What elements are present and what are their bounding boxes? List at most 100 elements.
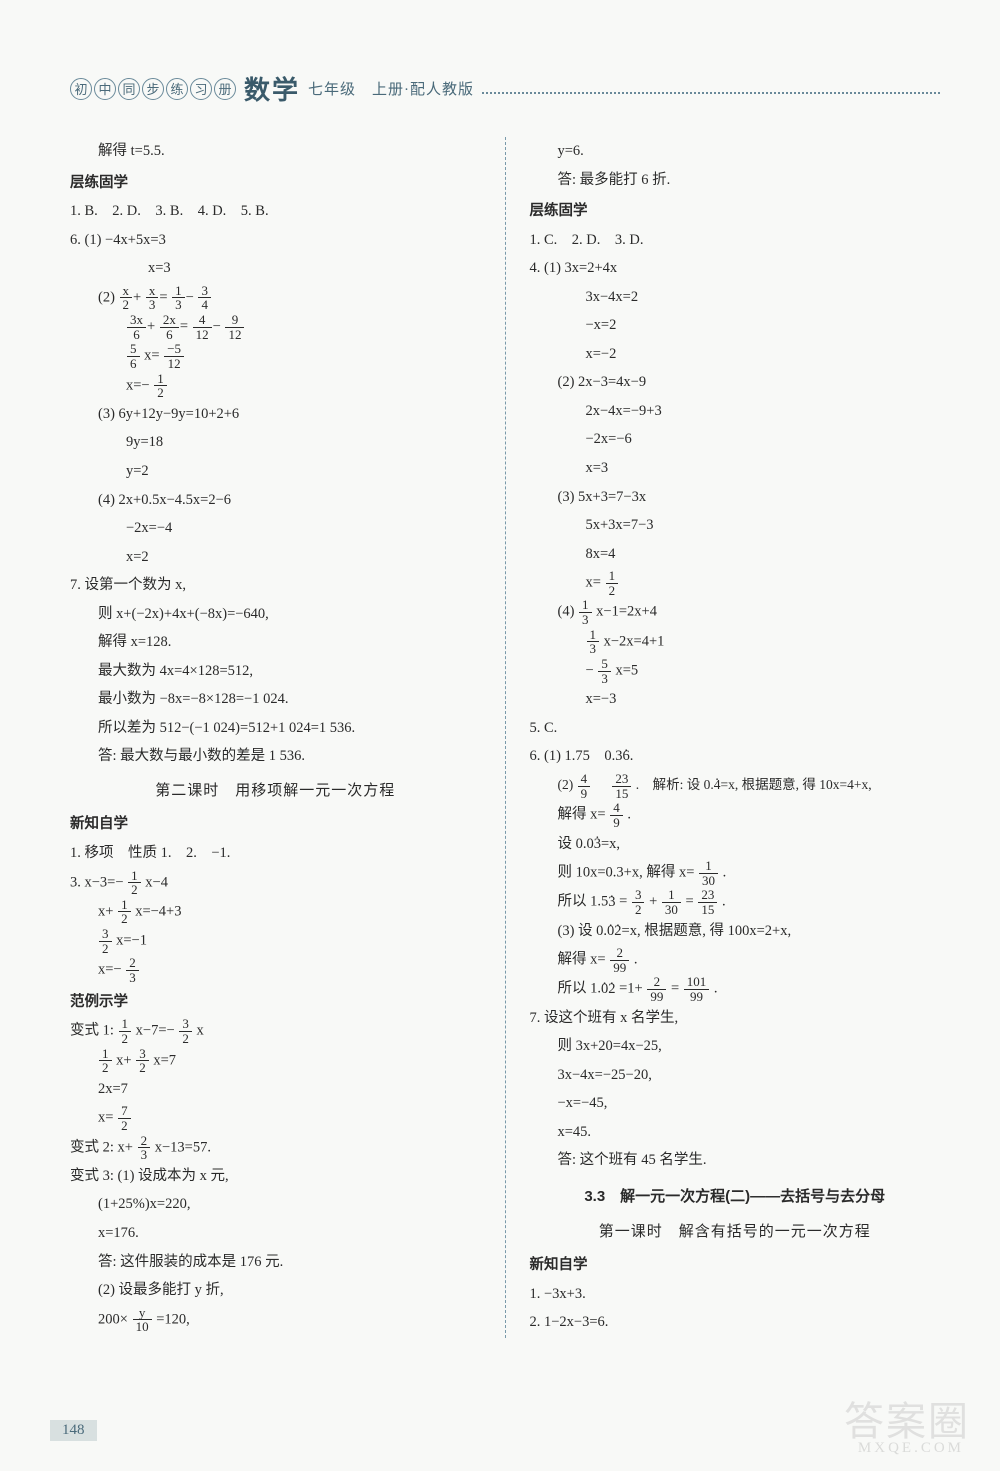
repeating-digit: 3: [594, 836, 601, 852]
text-line: 7. 设第一个数为 x,: [70, 572, 481, 600]
watermark-url: MXQE.COM: [858, 1440, 964, 1457]
text-line: 所以差为 512−(−1 024)=512+1 024=1 536.: [70, 715, 481, 743]
t: 解得 x=: [558, 807, 606, 823]
text-line: 6. (1) 1.75 0.36.: [530, 743, 941, 771]
t: x=: [586, 575, 601, 591]
text-line: 答: 最大数与最小数的差是 1 536.: [70, 743, 481, 771]
text-line: (3) 5x+3=7−3x: [530, 484, 941, 512]
section-heading: 范例示学: [70, 989, 481, 1017]
t: (3) 设 0.: [558, 923, 608, 939]
t: 变式 2: x+: [70, 1139, 133, 1155]
section-heading: 层练固学: [70, 170, 481, 198]
t: (2): [98, 289, 119, 305]
fraction: 12: [128, 869, 141, 897]
text-line: 所以 1.53 = 32 + 130 = 2315 .: [530, 888, 941, 916]
section-heading: 新知自学: [70, 811, 481, 839]
fraction: 12: [119, 1017, 132, 1045]
fraction: 130: [662, 888, 681, 916]
watermark: 答案圈: [844, 1389, 970, 1447]
text-line: 6. (1) −4x+5x=3: [70, 227, 481, 255]
text-line: 解得 x= 299 .: [530, 946, 941, 974]
fraction: 49: [578, 772, 591, 800]
circled-char: 初: [70, 78, 92, 100]
fraction: 299: [610, 946, 629, 974]
text-line: −2x=−4: [70, 515, 481, 543]
subject-title: 数学: [244, 70, 300, 107]
t: x: [196, 1023, 203, 1039]
text-line: 3x−4x=−25−20,: [530, 1062, 941, 1090]
text-line: 1. C. 2. D. 3. D.: [530, 227, 941, 255]
t: .: [723, 865, 727, 881]
text-line: 4. (1) 3x=2+4x: [530, 255, 941, 283]
content-columns: 解得 t=5.5. 层练固学 1. B. 2. D. 3. B. 4. D. 5…: [70, 137, 940, 1338]
text-line: x= 12: [530, 569, 941, 597]
t: +: [649, 894, 657, 910]
fraction: 2315: [698, 888, 717, 916]
t: x=5: [615, 663, 638, 679]
t: 则 10x=0.3+x, 解得 x=: [558, 865, 695, 881]
text-line: 5. C.: [530, 715, 941, 743]
text-line: 1. B. 2. D. 3. B. 4. D. 5. B.: [70, 198, 481, 226]
repeating-digit: 4: [714, 777, 721, 792]
text-line: 变式 1: 12 x−7=− 32 x: [70, 1017, 481, 1045]
circled-char: 中: [94, 78, 116, 100]
text-line: x+ 12 x=−4+3: [70, 898, 481, 926]
repeating-digit: 2: [614, 923, 621, 939]
t: =x,: [601, 836, 620, 852]
text-line: 5x+3x=7−3: [530, 512, 941, 540]
text-line: 32 x=−1: [70, 927, 481, 955]
fraction: 912: [225, 313, 244, 341]
text-line: 则 x+(−2x)+4x+(−8x)=−640,: [70, 601, 481, 629]
text-line: 则 3x+20=4x−25,: [530, 1033, 941, 1061]
t: 解得 x=: [558, 952, 606, 968]
repeating-digit: 6: [623, 748, 630, 764]
fraction: 12: [606, 569, 619, 597]
fraction: 32: [632, 888, 645, 916]
t: (4): [558, 604, 579, 620]
repeating-digit: 2: [608, 981, 615, 997]
text-line: y=6.: [530, 138, 941, 166]
t: 所以 1.5: [558, 894, 609, 910]
t: −: [586, 663, 594, 679]
text-line: 2x=7: [70, 1076, 481, 1104]
t: 所以 1.: [558, 981, 602, 997]
fraction: x2: [120, 284, 133, 312]
t: x=−: [98, 962, 122, 978]
text-line: (4) 2x+0.5x−4.5x=2−6: [70, 487, 481, 515]
t: =120,: [156, 1311, 190, 1327]
t: =x, 根据题意, 得 10x=4+x,: [721, 777, 872, 792]
section-heading: 层练固学: [530, 198, 941, 226]
fraction: x3: [146, 284, 159, 312]
fraction: 10199: [684, 975, 710, 1003]
text-line: 3x6+ 2x6= 412− 912: [70, 313, 481, 341]
fraction: 72: [118, 1104, 131, 1132]
t: .: [627, 807, 631, 823]
t: x−13=57.: [155, 1139, 211, 1155]
t: [595, 777, 609, 792]
t: 200×: [98, 1311, 128, 1327]
series-title-circled: 初 中 同 步 练 习 册: [70, 78, 236, 100]
text-line: 1. 移项 性质 1. 2. −1.: [70, 840, 481, 868]
text-line: x=−2: [530, 341, 941, 369]
t: =: [619, 894, 627, 910]
text-line: 200× y10 =120,: [70, 1306, 481, 1334]
fraction: 13: [172, 284, 185, 312]
fraction: 23: [138, 1134, 151, 1162]
t: x−7=−: [136, 1023, 175, 1039]
text-line: 13 x−2x=4+1: [530, 628, 941, 656]
text-line: x=176.: [70, 1220, 481, 1248]
text-line: 答: 最多能打 6 折.: [530, 167, 941, 195]
fraction: 49: [610, 801, 623, 829]
chapter-title: 3.3 解一元一次方程(二)——去括号与去分母: [530, 1183, 941, 1212]
t: 设 0.0: [558, 836, 594, 852]
text-line: 最小数为 −8x=−8×128=−1 024.: [70, 686, 481, 714]
text-line: x= 72: [70, 1104, 481, 1132]
page-header: 初 中 同 步 练 习 册 数学 七年级 上册·配人教版: [70, 70, 940, 107]
text-line: − 53 x=5: [530, 657, 941, 685]
text-line: 8x=4: [530, 541, 941, 569]
t: . 解析: 设 0.: [636, 777, 714, 792]
fraction: −512: [164, 342, 184, 370]
t: .: [714, 981, 718, 997]
fraction: 12: [154, 372, 167, 400]
text-line: (2) x2+ x3= 13− 34: [70, 284, 481, 312]
